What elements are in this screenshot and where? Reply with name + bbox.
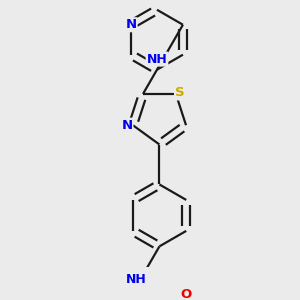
Text: O: O bbox=[181, 288, 192, 300]
Text: N: N bbox=[121, 119, 132, 132]
Text: N: N bbox=[125, 18, 136, 31]
Text: S: S bbox=[175, 86, 185, 99]
Text: NH: NH bbox=[126, 273, 147, 286]
Text: NH: NH bbox=[147, 52, 167, 66]
